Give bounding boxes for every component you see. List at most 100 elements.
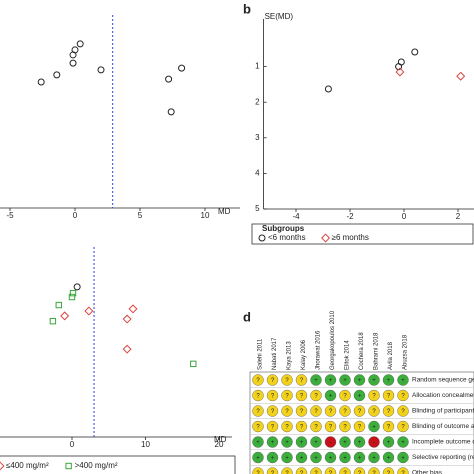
legend-box [251,223,474,245]
judgement [266,451,279,464]
judgement [295,374,308,386]
point [37,78,45,86]
judgement-symbol: ? [343,425,347,431]
judgement [353,436,366,448]
judgement [397,374,409,386]
judgement [368,467,380,474]
judgement [266,467,279,474]
judgement-symbol: + [358,378,362,384]
y-tick-label: 2 [255,97,260,106]
judgement-symbol: ? [343,471,347,474]
judgement-symbol: + [372,378,376,384]
judgement [382,405,395,417]
judgement-symbol: + [329,394,333,400]
judgement-symbol: ? [314,425,318,431]
study-label: Kalay 2006 [301,339,307,370]
judgement [339,467,351,474]
judgement [382,389,395,402]
x-axis-label: MD [214,435,227,444]
judgement-symbol: + [387,456,391,462]
x-tick-label: 5 [138,211,143,220]
x-tick-label: 2 [456,212,461,221]
judgement-symbol: ? [401,409,405,415]
judgement [281,467,293,474]
judgement-symbol: + [314,378,318,384]
judgement-symbol: + [372,425,376,431]
judgement [266,436,279,448]
judgement-symbol: + [300,440,304,446]
study-label: Salehi 2011 [258,338,264,370]
judgement-symbol: + [329,456,333,462]
judgement-symbol: ? [256,425,260,431]
panel-label: d [243,309,251,324]
judgement [382,467,395,474]
judgement-symbol: + [314,456,318,462]
legend-label: ≥6 months [332,233,369,242]
x-tick-label: 0 [402,212,407,221]
judgement [295,405,308,417]
domain-label: Selective reporting (repo [412,454,474,461]
point [178,64,186,72]
judgement-symbol: ? [387,425,391,431]
point [76,40,84,48]
judgement-symbol: ? [358,425,362,431]
judgement-symbol: + [387,440,391,446]
point [258,234,266,242]
legend-label: <6 months [268,233,306,242]
legend-box [0,455,236,474]
judgement-symbol: ? [271,378,275,384]
domain-label: Allocation concealment ( [412,392,474,399]
point [411,48,419,56]
judgement-symbol: ? [372,409,376,415]
judgement-symbol: ? [285,394,289,400]
judgement-symbol: ? [387,394,391,400]
study-label: Bahrami 2018 [374,332,380,370]
judgement-symbol: ? [401,425,405,431]
point [60,311,70,321]
judgement [295,389,308,402]
point [73,283,81,291]
domain-label: Other bias [412,470,443,474]
panel-label: b [243,1,251,16]
judgement [324,374,337,386]
judgement [339,420,351,433]
legend-title: Subgroups [262,224,305,233]
judgement [382,420,395,433]
judgement-symbol: ? [343,394,347,400]
judgement [368,405,380,417]
point [69,51,77,59]
judgement [281,405,293,417]
judgement-symbol: + [314,440,318,446]
judgement [397,389,409,402]
judgement-symbol: ? [314,394,318,400]
judgement [310,467,322,474]
judgement [397,467,409,474]
judgement-symbol: ? [329,425,333,431]
domain-label: Blinding of participants a [412,408,474,415]
judgement [310,374,322,386]
x-tick-label: 0 [70,440,75,449]
judgement [339,451,351,464]
judgement-symbol: ? [271,471,275,474]
study-label: Nabati 2017 [272,337,278,370]
judgement [266,374,279,386]
judgement-symbol: + [358,456,362,462]
judgement [353,374,366,386]
legend-label: ≤400 mg/m² [6,461,49,470]
judgement [397,420,409,433]
point [68,293,76,301]
judgement-symbol: ? [372,471,376,474]
judgement-symbol: + [343,456,347,462]
judgement-symbol: ? [271,409,275,415]
judgement [252,451,264,464]
judgement-symbol: ? [285,378,289,384]
judgement-symbol: - [373,440,375,446]
judgement-symbol: ? [285,471,289,474]
judgement [339,389,351,402]
judgement-symbol: + [300,456,304,462]
judgement-symbol: ? [401,471,405,474]
judgement [353,467,366,474]
y-tick-label: 1 [255,62,260,71]
judgement [310,436,322,448]
